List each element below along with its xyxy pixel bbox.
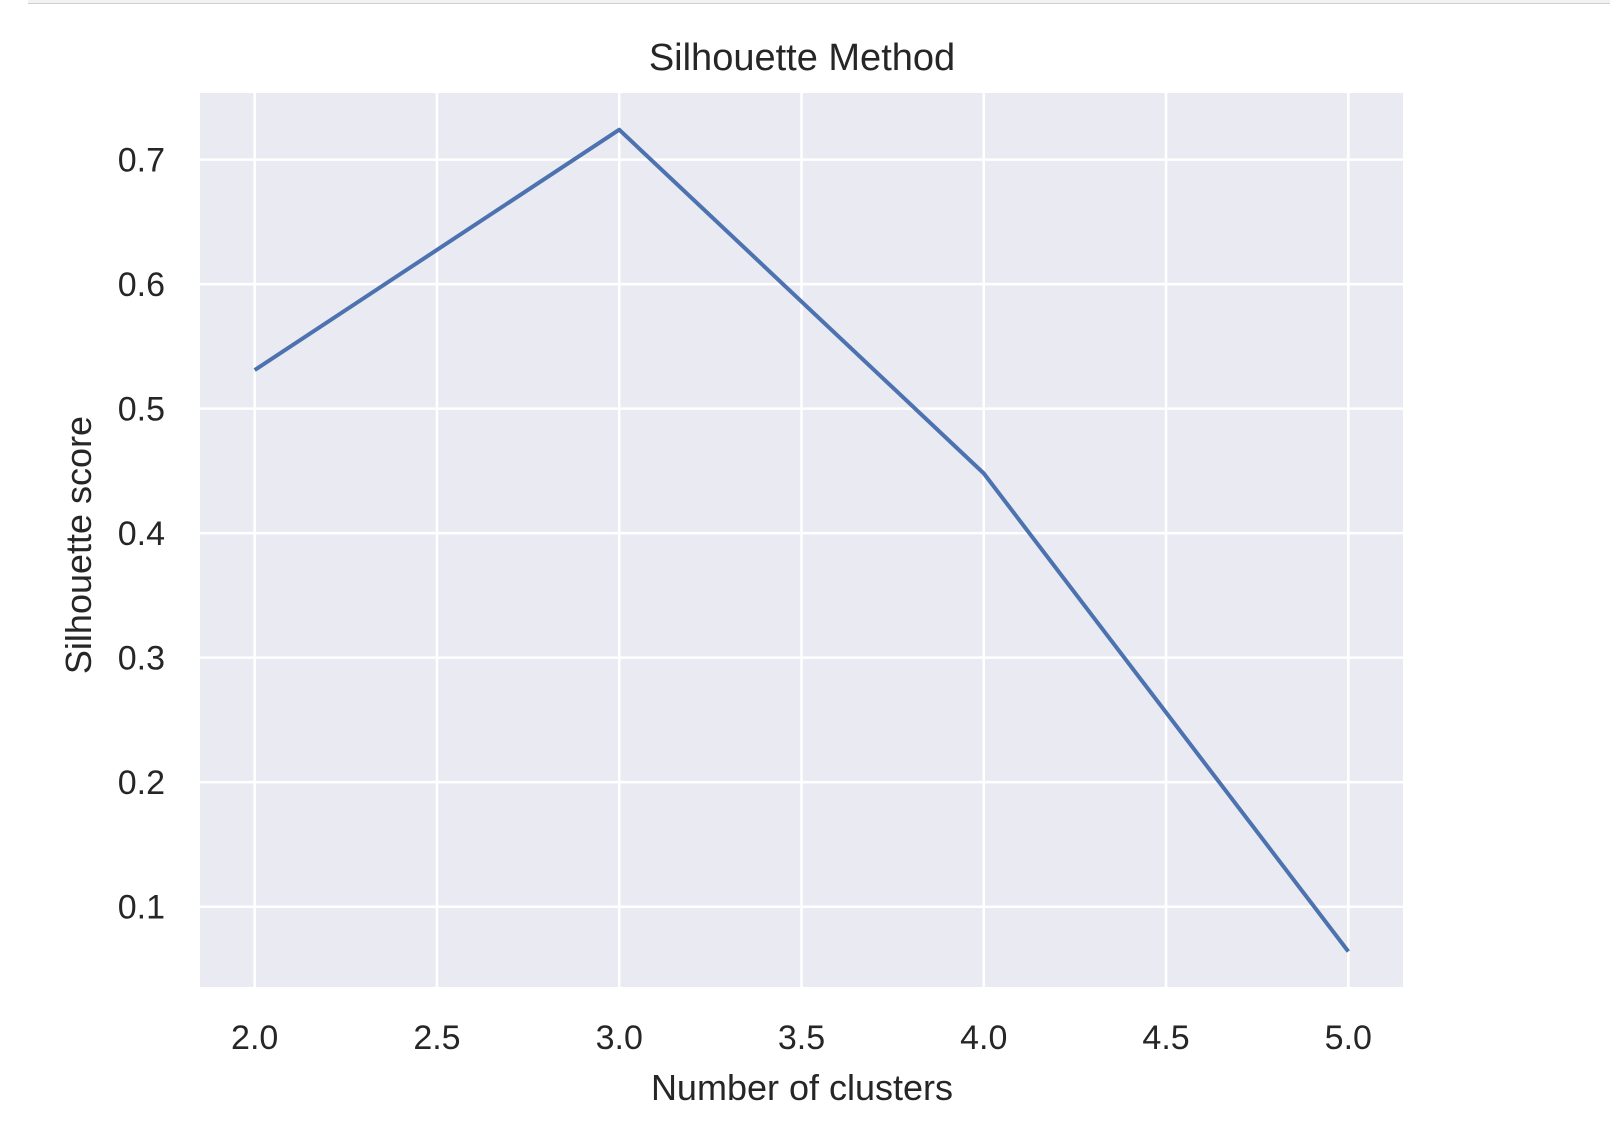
grid-lines <box>200 93 1403 987</box>
x-tick-label: 4.0 <box>960 1019 1007 1057</box>
y-tick-label: 0.7 <box>118 142 165 180</box>
series-line <box>253 127 1350 953</box>
series-layer <box>253 127 1350 953</box>
y-tick-label: 0.1 <box>118 889 165 927</box>
x-tick-label: 2.0 <box>231 1019 278 1057</box>
y-tick-label: 0.6 <box>118 266 165 304</box>
x-tick-label: 4.5 <box>1142 1019 1189 1057</box>
x-tick-label: 2.5 <box>413 1019 460 1057</box>
y-tick-label: 0.3 <box>118 640 165 678</box>
x-tick-label: 5.0 <box>1325 1019 1372 1057</box>
y-tick-label: 0.2 <box>118 764 165 802</box>
y-tick-label: 0.5 <box>118 391 165 429</box>
tick-labels: 2.0 2.5 3.0 3.5 4.0 4.5 5.0 0.1 0.2 0.3 0.4 0.5 0.6 0… <box>118 142 1372 1057</box>
y-tick-label: 0.4 <box>118 515 165 553</box>
x-tick-label: 3.0 <box>596 1019 643 1057</box>
y-axis-label: Silhouette score <box>58 416 99 674</box>
chart-title: Silhouette Method <box>649 37 955 79</box>
x-axis-label: Number of clusters <box>651 1067 953 1108</box>
x-tick-label: 3.5 <box>778 1019 825 1057</box>
top-divider <box>28 0 1610 4</box>
